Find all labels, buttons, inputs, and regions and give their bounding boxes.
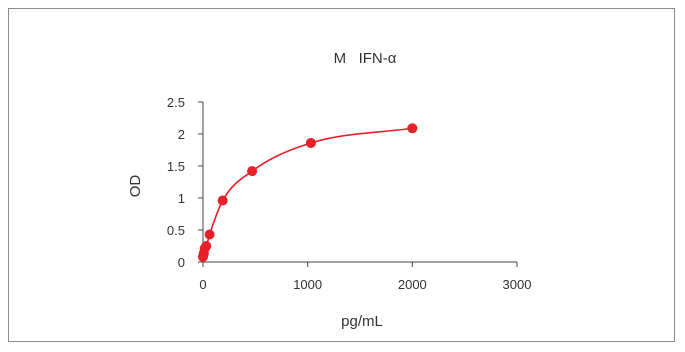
data-point [407, 123, 418, 134]
chart-frame [8, 8, 675, 342]
y-tick-label: 2.5 [167, 95, 185, 110]
chart-title: M IFN-α [334, 50, 397, 67]
x-tick-label: 1000 [293, 277, 322, 292]
x-tick-label: 3000 [503, 277, 532, 292]
y-tick-label: 0.5 [167, 223, 185, 238]
y-tick-label: 0 [178, 255, 185, 270]
plot-area: 0 0.5 1 1.5 2 2.5 0 1000 2000 3000 [167, 95, 532, 292]
y-tick-label: 1 [178, 191, 185, 206]
data-point [305, 137, 316, 148]
data-point [217, 195, 228, 206]
y-axis-title: OD [127, 175, 144, 198]
y-tick-label: 1.5 [167, 159, 185, 174]
x-tick-label: 2000 [398, 277, 427, 292]
y-tick-label: 2 [178, 127, 185, 142]
x-axis-title: pg/mL [341, 313, 383, 330]
data-point [247, 166, 258, 177]
data-point [201, 241, 212, 251]
x-tick-label: 0 [199, 277, 206, 292]
fit-curve [202, 127, 413, 258]
data-point [204, 229, 215, 240]
